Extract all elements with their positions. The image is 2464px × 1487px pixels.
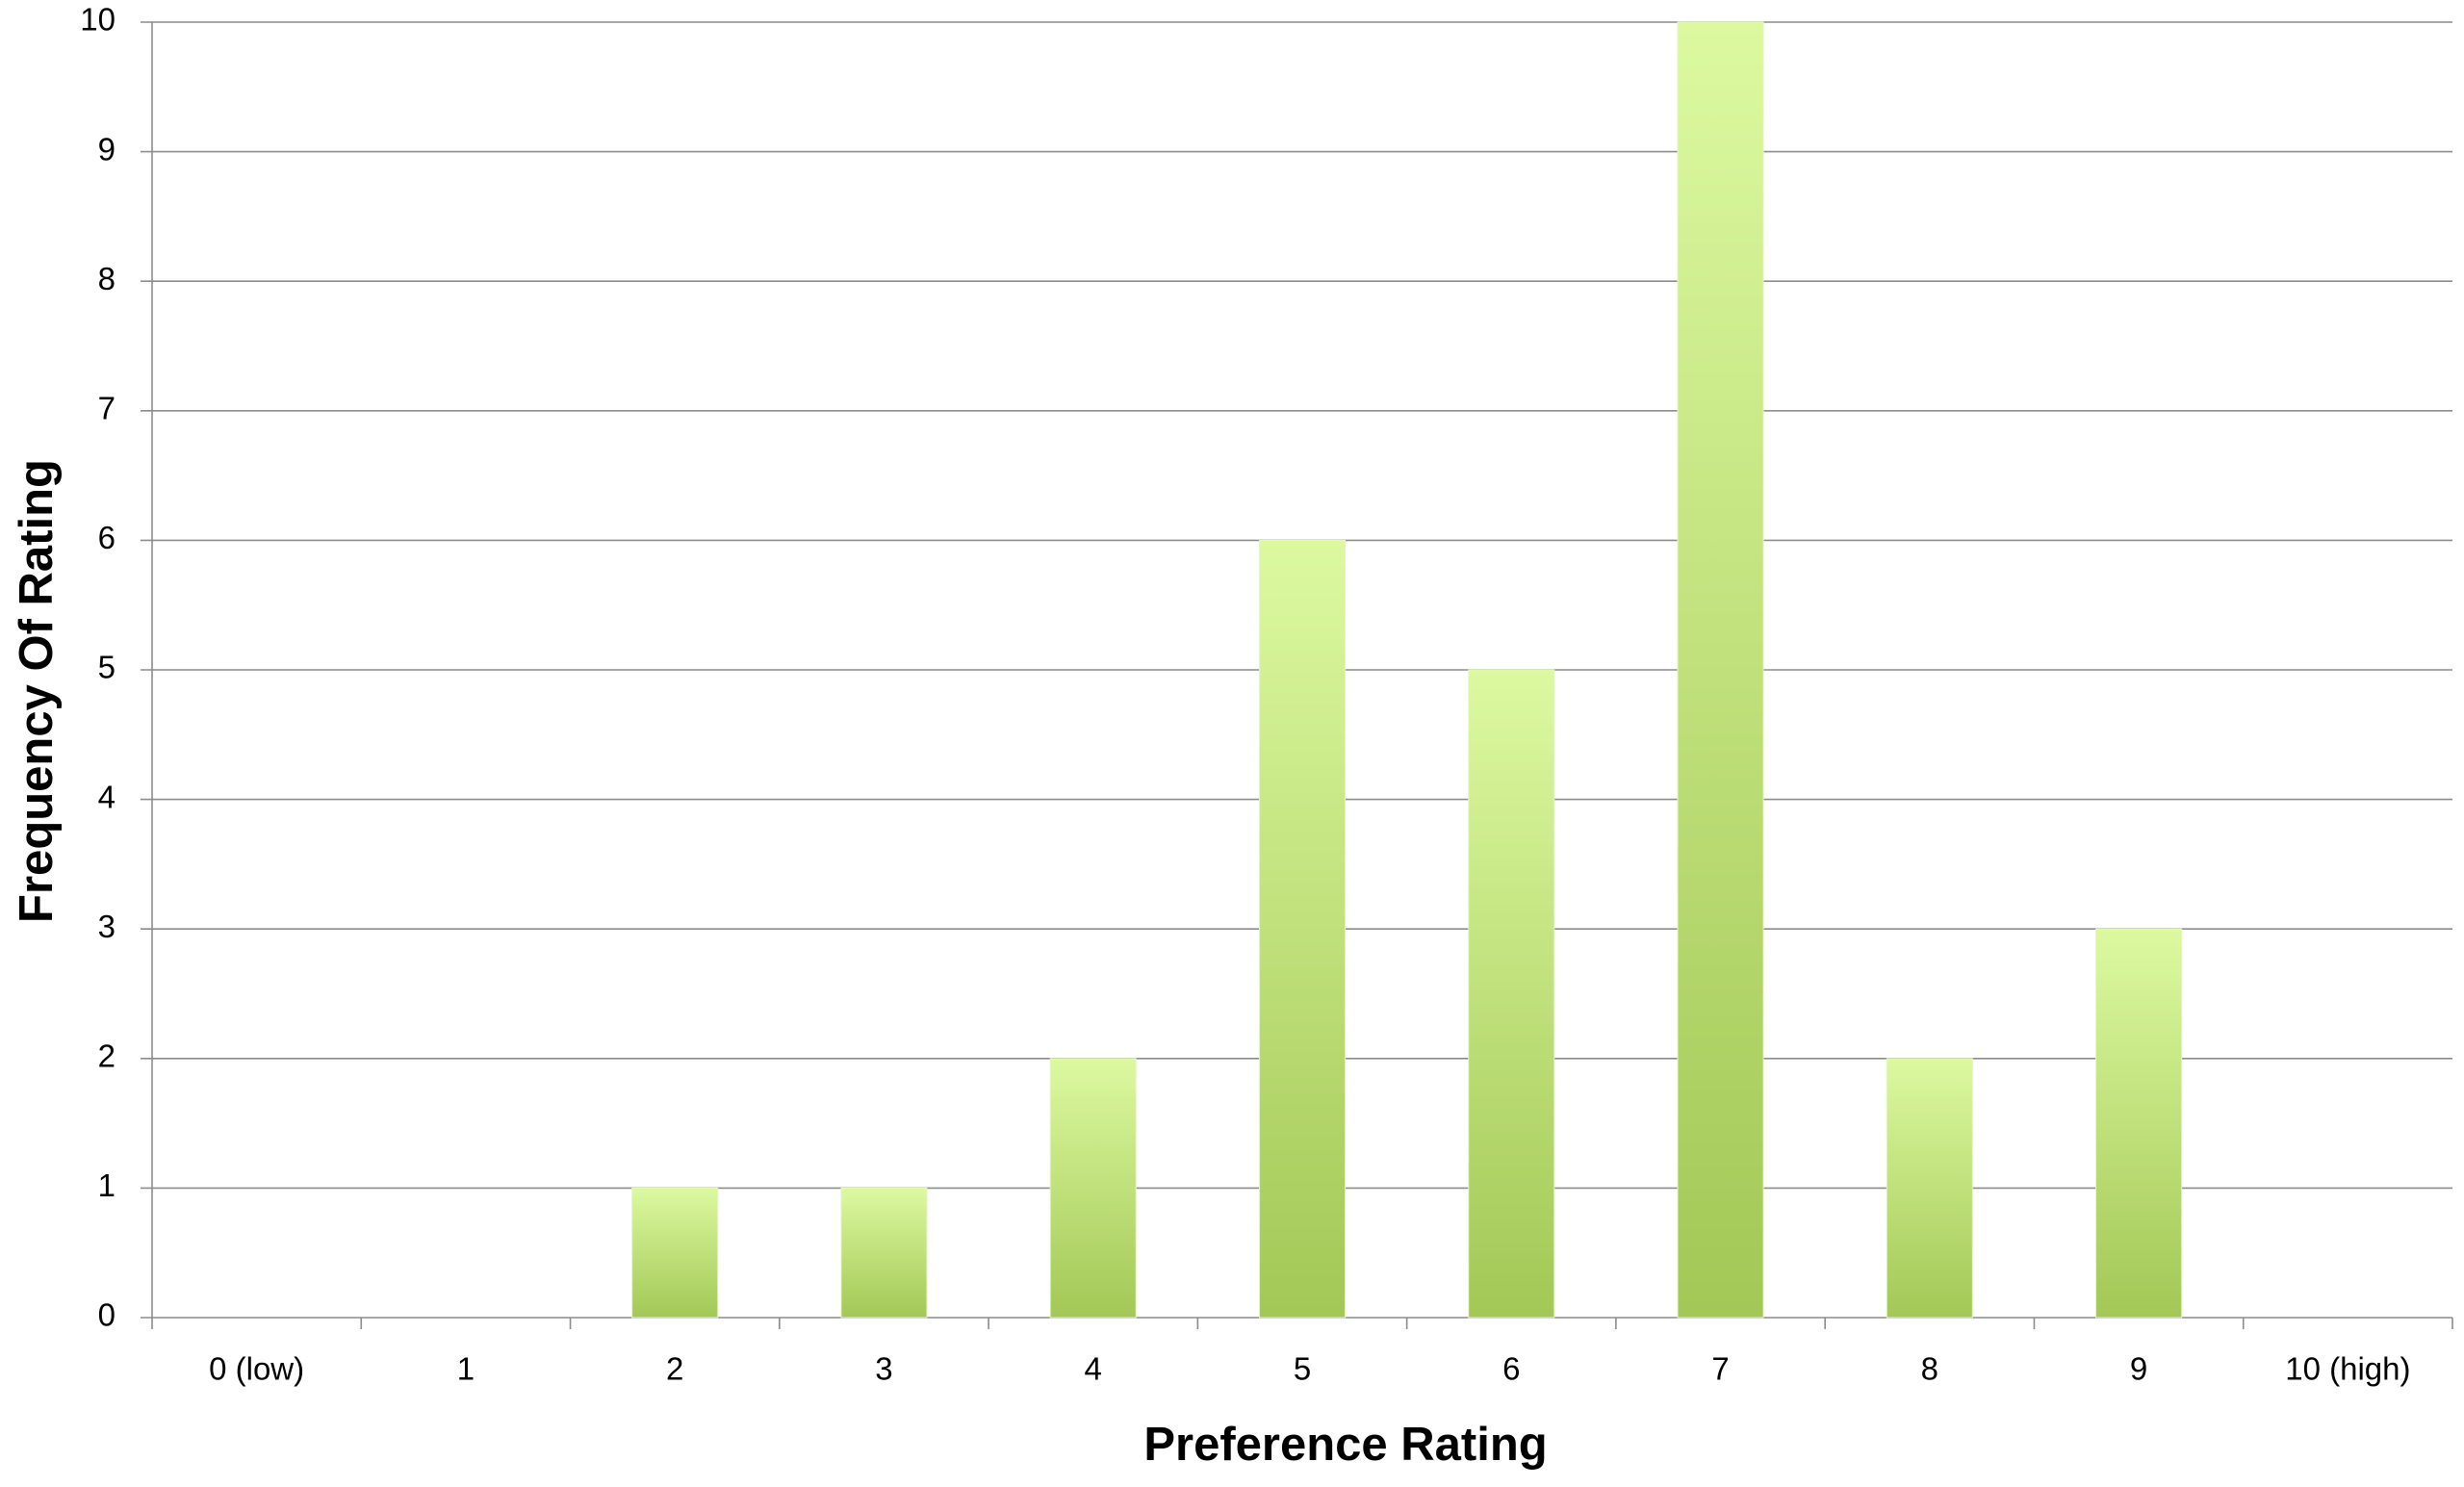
y-tick-label: 1 bbox=[98, 1167, 116, 1203]
y-tick-label: 0 bbox=[98, 1297, 116, 1333]
x-tick-label: 10 (high) bbox=[2285, 1351, 2410, 1387]
y-tick-label: 2 bbox=[98, 1038, 116, 1074]
y-tick-label: 3 bbox=[98, 909, 116, 944]
bar bbox=[2095, 928, 2183, 1319]
y-tick-label: 8 bbox=[98, 261, 116, 296]
bar bbox=[840, 1187, 928, 1319]
y-axis-title: Frequency Of Rating bbox=[11, 459, 63, 923]
bar bbox=[1258, 539, 1347, 1319]
x-tick-label: 4 bbox=[1085, 1351, 1102, 1387]
x-tick-label: 2 bbox=[666, 1351, 683, 1387]
y-tick-label: 6 bbox=[98, 520, 116, 555]
x-tick-label: 7 bbox=[1711, 1351, 1729, 1387]
x-axis-title: Preference Rating bbox=[1143, 1419, 1547, 1471]
x-tick-label: 5 bbox=[1294, 1351, 1311, 1387]
x-tick-label: 1 bbox=[457, 1351, 475, 1387]
y-tick-label: 10 bbox=[80, 2, 116, 38]
y-tick-label: 9 bbox=[98, 131, 116, 167]
x-tick-label: 0 (low) bbox=[209, 1351, 304, 1387]
bar bbox=[1468, 669, 1555, 1319]
y-tick-label: 4 bbox=[98, 779, 116, 814]
x-tick-label: 9 bbox=[2130, 1351, 2147, 1387]
y-tick-label: 5 bbox=[98, 650, 116, 685]
bar bbox=[1886, 1058, 1973, 1319]
bar bbox=[1049, 1058, 1137, 1319]
x-tick-label: 3 bbox=[875, 1351, 892, 1387]
x-tick-label: 8 bbox=[1921, 1351, 1938, 1387]
bar bbox=[631, 1187, 719, 1319]
bar bbox=[1677, 21, 1764, 1319]
x-tick-label: 6 bbox=[1502, 1351, 1520, 1387]
y-tick-label: 7 bbox=[98, 391, 116, 426]
